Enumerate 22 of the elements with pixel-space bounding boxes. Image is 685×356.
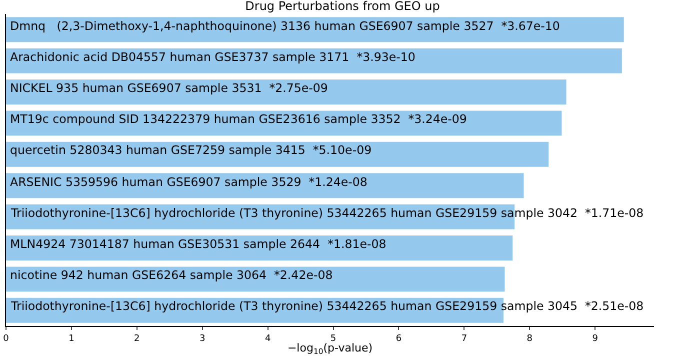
x-tick-label: 4 <box>264 334 271 344</box>
x-tick-label: 2 <box>134 334 140 344</box>
y-tick-label: nicotine 942 human GSE6264 sample 3064 *2.42e-08 <box>10 268 333 282</box>
y-tick-label: Triiodothyronine-[13C6] hydrochloride (T3 thyronine) 53442265 human GSE29159 sample 3045 *2.51e-08 <box>10 299 644 313</box>
x-tick-label: 7 <box>461 334 468 344</box>
y-tick-label: Triiodothyronine-[13C6] hydrochloride (T3 thyronine) 53442265 human GSE29159 sample 3042 *1.71e-08 <box>10 206 644 220</box>
y-tick-label: MT19c compound SID 134222379 human GSE23616 sample 3352 *3.24e-09 <box>10 112 467 126</box>
x-tick-label: 8 <box>526 334 533 344</box>
y-tick-label: quercetin 5280343 human GSE7259 sample 3415 *5.10e-09 <box>10 143 372 157</box>
x-axis-title: −log$_{10}$(p-value) <box>287 342 373 356</box>
y-tick-label: NICKEL 935 human GSE6907 sample 3531 *2.75e-09 <box>10 81 328 95</box>
y-tick-label: MLN4924 73014187 human GSE30531 sample 2644 *1.81e-08 <box>10 237 386 251</box>
y-tick-label: Dmnq (2,3-Dimethoxy-1,4-naphthoquinone) 3136 human GSE6907 sample 3527 *3.67e-10 <box>10 19 560 33</box>
chart-title: Drug Perturbations from GEO up <box>245 0 440 14</box>
x-tick-label: 0 <box>3 334 10 344</box>
x-tick-label: 3 <box>199 334 206 344</box>
x-tick-label: 6 <box>396 334 402 344</box>
y-tick-label: ARSENIC 5359596 human GSE6907 sample 3529 *1.24e-08 <box>10 175 368 189</box>
x-tick-label: 1 <box>68 334 74 344</box>
x-tick-label: 5 <box>330 334 336 344</box>
y-tick-label: Arachidonic acid DB04557 human GSE3737 sample 3171 *3.93e-10 <box>10 50 416 64</box>
x-tick-label: 9 <box>592 334 598 344</box>
